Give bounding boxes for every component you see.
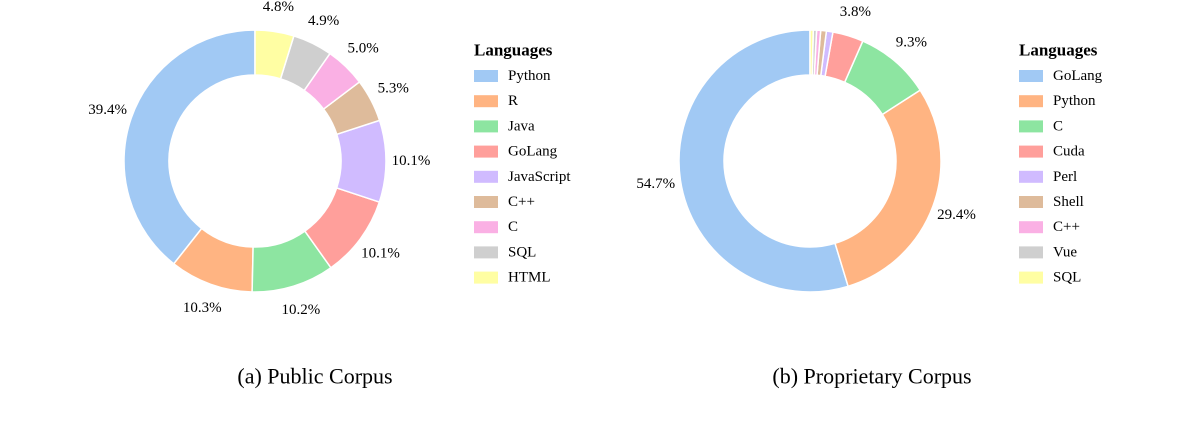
legend-entry: Vue <box>1053 244 1077 260</box>
legend-swatch <box>474 170 498 183</box>
slice-sql <box>809 29 815 76</box>
legend-swatch <box>1019 170 1043 183</box>
legend-entry: SQL <box>508 244 536 260</box>
legend-entry: C++ <box>1053 219 1080 235</box>
legend-swatch <box>474 70 498 82</box>
legend-swatch <box>1019 145 1043 158</box>
slice-value-label: 10.1% <box>361 246 400 262</box>
chart-caption: (a) Public Corpus <box>237 364 392 389</box>
legend-swatch <box>1019 120 1043 133</box>
legend-entry: R <box>508 93 518 109</box>
slice-value-label: 5.0% <box>347 41 378 57</box>
slice-value-label: 39.4% <box>88 102 127 118</box>
slice-value-label: 10.3% <box>183 300 222 316</box>
chart-caption: (b) Proprietary Corpus <box>772 364 971 389</box>
slice-value-label: 4.9% <box>308 13 339 29</box>
legend-swatch <box>1019 271 1043 284</box>
slice-value-label: 29.4% <box>937 207 976 223</box>
slice-value-label: 10.1% <box>392 153 431 169</box>
legend-swatch <box>474 95 498 108</box>
slice-value-label: 3.8% <box>840 4 871 20</box>
legend-entry: Java <box>508 118 535 134</box>
legend-entry: HTML <box>508 270 551 286</box>
legend-entry: Shell <box>1053 194 1084 210</box>
legend-title: Languages <box>474 41 553 60</box>
legend-entry: Cuda <box>1053 144 1085 160</box>
legend-entry: Perl <box>1053 169 1077 185</box>
slice-value-label: 9.3% <box>896 34 927 50</box>
legend-entry: Python <box>508 68 551 84</box>
legend-title: Languages <box>1019 41 1098 60</box>
slice-golang <box>678 29 850 293</box>
legend-swatch <box>474 120 498 133</box>
slice-value-label: 54.7% <box>636 176 675 192</box>
legend-swatch <box>1019 196 1043 208</box>
legend-swatch <box>474 246 498 259</box>
slice-value-label: 5.3% <box>378 81 409 97</box>
legend-swatch <box>1019 70 1043 82</box>
legend-entry: C <box>1053 118 1063 134</box>
legend-swatch <box>1019 95 1043 108</box>
legend-entry: JavaScript <box>508 169 571 185</box>
legend-entry: GoLang <box>1053 68 1103 84</box>
slice-python <box>834 89 942 288</box>
legend-entry: C <box>508 219 518 235</box>
legend-swatch <box>474 221 498 234</box>
slice-html <box>254 29 295 80</box>
legend-entry: Python <box>1053 93 1096 109</box>
slice-value-label: 4.8% <box>263 0 294 15</box>
legend-swatch <box>1019 246 1043 259</box>
slice-value-label: 10.2% <box>281 302 320 318</box>
slice-python <box>123 29 256 265</box>
legend-swatch <box>1019 221 1043 234</box>
legend-entry: GoLang <box>508 144 558 160</box>
legend-swatch <box>474 196 498 208</box>
legend-entry: SQL <box>1053 270 1081 286</box>
chart-proprietary-corpus: 54.7% 29.4% 9.3% 3.8% Languages GoLang Python C… <box>636 4 1102 389</box>
legend-swatch <box>474 271 498 284</box>
legend-entry: C++ <box>508 194 535 210</box>
legend-swatch <box>474 145 498 158</box>
chart-public-corpus: 39.4% 10.3% 10.2% 10.1% 10.1% 5.3% 5.0% 4.9% 4.8… <box>88 0 571 389</box>
